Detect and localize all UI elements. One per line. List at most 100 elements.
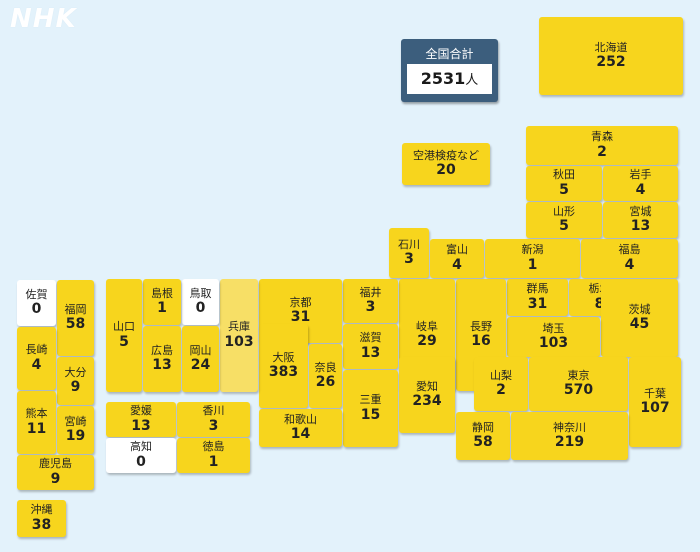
pref-count-ehime: 13: [131, 417, 151, 434]
pref-count-shimane: 1: [157, 300, 167, 317]
pref-name-niigata: 新潟: [521, 243, 544, 257]
tile-okayama[interactable]: 岡山 24: [182, 326, 219, 392]
pref-name-yamagata: 山形: [553, 204, 575, 218]
tile-gunma[interactable]: 群馬 31: [507, 279, 568, 316]
tile-toyama[interactable]: 富山 4: [430, 239, 484, 278]
tile-okinawa[interactable]: 沖縄 38: [17, 500, 66, 537]
pref-count-ibaraki: 45: [629, 316, 650, 333]
pref-name-nara: 奈良: [314, 360, 337, 374]
pref-name-aichi: 愛知: [416, 379, 438, 393]
national-total-value-box: 2531人: [407, 64, 492, 94]
tile-tokushima[interactable]: 徳島 1: [177, 438, 250, 473]
pref-count-kagawa: 3: [208, 417, 219, 434]
pref-name-ishikawa: 石川: [398, 237, 420, 251]
tile-fukui[interactable]: 福井 3: [343, 279, 398, 323]
tile-shiga[interactable]: 滋賀 13: [343, 324, 398, 369]
pref-count-miyazaki: 19: [65, 428, 86, 445]
pref-count-aomori: 2: [597, 143, 607, 160]
national-total-value: 2531: [420, 69, 466, 88]
tile-tokyo[interactable]: 東京 570: [529, 357, 628, 411]
tile-kanagawa[interactable]: 神奈川 219: [511, 412, 628, 460]
pref-name-kyoto: 京都: [289, 295, 312, 309]
national-total-unit: 人: [465, 73, 479, 88]
pref-count-kanagawa: 219: [554, 434, 585, 451]
pref-count-kumamoto: 11: [26, 420, 47, 437]
tile-ishikawa[interactable]: 石川 3: [389, 228, 429, 278]
pref-name-okayama: 岡山: [189, 343, 212, 357]
pref-count-tottori: 0: [195, 300, 206, 317]
tile-hyogo[interactable]: 兵庫 103: [220, 279, 258, 392]
pref-name-miyagi: 宮城: [629, 204, 652, 218]
tile-osaka[interactable]: 大阪 383: [259, 324, 308, 408]
tile-miyagi[interactable]: 宮城 13: [603, 202, 678, 238]
tile-yamanashi[interactable]: 山梨 2: [474, 357, 528, 411]
tile-hokkaido[interactable]: 北海道 252: [539, 17, 683, 95]
tile-ibaraki[interactable]: 茨城 45: [601, 279, 678, 357]
pref-count-ishikawa: 3: [404, 251, 414, 268]
tile-mie[interactable]: 三重 15: [343, 370, 398, 447]
pref-count-mie: 15: [360, 406, 381, 423]
tile-iwate[interactable]: 岩手 4: [603, 166, 678, 201]
pref-name-nagasaki: 長崎: [25, 343, 48, 357]
pref-count-osaka: 383: [268, 364, 299, 381]
tile-tottori[interactable]: 鳥取 0: [182, 279, 219, 325]
tile-niigata[interactable]: 新潟 1: [485, 239, 580, 278]
pref-name-gifu: 岐阜: [416, 319, 438, 333]
tile-nara[interactable]: 奈良 26: [309, 344, 342, 408]
pref-count-tokyo: 570: [563, 382, 594, 399]
tile-kumamoto[interactable]: 熊本 11: [17, 391, 56, 454]
tile-kochi[interactable]: 高知 0: [106, 438, 176, 473]
tile-airport-quarantine[interactable]: 空港検疫など 20: [402, 143, 490, 185]
pref-name-kanagawa: 神奈川: [553, 420, 586, 434]
tile-akita[interactable]: 秋田 5: [526, 166, 602, 201]
tile-miyazaki[interactable]: 宮崎 19: [57, 406, 94, 454]
pref-count-kagoshima: 9: [50, 470, 61, 487]
pref-name-hyogo: 兵庫: [228, 320, 250, 334]
tile-aomori[interactable]: 青森 2: [526, 126, 678, 165]
pref-count-yamanashi: 2: [496, 382, 506, 399]
tile-hiroshima[interactable]: 広島 13: [143, 326, 181, 392]
tile-kagawa[interactable]: 香川 3: [177, 402, 250, 437]
pref-count-okayama: 24: [190, 357, 211, 374]
pref-count-nagasaki: 4: [31, 356, 42, 373]
tile-kagoshima[interactable]: 鹿児島 9: [17, 455, 94, 490]
pref-count-tochigi: 8: [594, 295, 605, 312]
pref-count-shizuoka: 58: [473, 434, 493, 451]
tile-oita[interactable]: 大分 9: [57, 357, 94, 405]
pref-count-gunma: 31: [527, 295, 548, 312]
pref-count-wakayama: 14: [290, 426, 311, 443]
tile-chiba[interactable]: 千葉 107: [629, 357, 681, 447]
pref-count-hyogo: 103: [224, 333, 254, 350]
tile-saitama[interactable]: 埼玉 103: [507, 317, 600, 357]
pref-count-toyama: 4: [452, 256, 462, 273]
tile-yamagata[interactable]: 山形 5: [526, 202, 602, 238]
tile-shizuoka[interactable]: 静岡 58: [456, 412, 510, 460]
pref-name-gunma: 群馬: [526, 282, 549, 296]
tile-ehime[interactable]: 愛媛 13: [106, 402, 176, 437]
tile-yamaguchi[interactable]: 山口 5: [106, 279, 142, 392]
pref-count-kyoto: 31: [290, 309, 311, 326]
tile-aichi[interactable]: 愛知 234: [399, 357, 455, 433]
pref-name-shizuoka: 静岡: [472, 420, 494, 434]
pref-name-saga: 佐賀: [25, 287, 48, 301]
pref-name-oita: 大分: [64, 365, 87, 379]
pref-count-hokkaido: 252: [596, 54, 626, 71]
tile-shimane[interactable]: 島根 1: [143, 279, 181, 325]
pref-name-hokkaido: 北海道: [594, 40, 628, 54]
tile-fukushima[interactable]: 福島 4: [581, 239, 678, 278]
pref-count-niigata: 1: [527, 256, 538, 273]
tile-fukuoka[interactable]: 福岡 58: [57, 280, 94, 356]
pref-name-saitama: 埼玉: [542, 321, 565, 335]
pref-count-fukuoka: 58: [65, 316, 86, 333]
tile-nagasaki[interactable]: 長崎 4: [17, 327, 56, 390]
pref-name-tokushima: 徳島: [202, 440, 225, 454]
pref-count-hiroshima: 13: [152, 357, 172, 374]
pref-count-akita: 5: [559, 181, 569, 198]
pref-name-okinawa: 沖縄: [30, 503, 53, 517]
pref-count-tokushima: 1: [208, 453, 219, 470]
pref-name-mie: 三重: [359, 393, 382, 407]
tile-wakayama[interactable]: 和歌山 14: [259, 409, 342, 447]
tile-saga[interactable]: 佐賀 0: [17, 280, 56, 326]
airport-value: 20: [436, 162, 456, 179]
pref-count-aichi: 234: [412, 393, 442, 410]
